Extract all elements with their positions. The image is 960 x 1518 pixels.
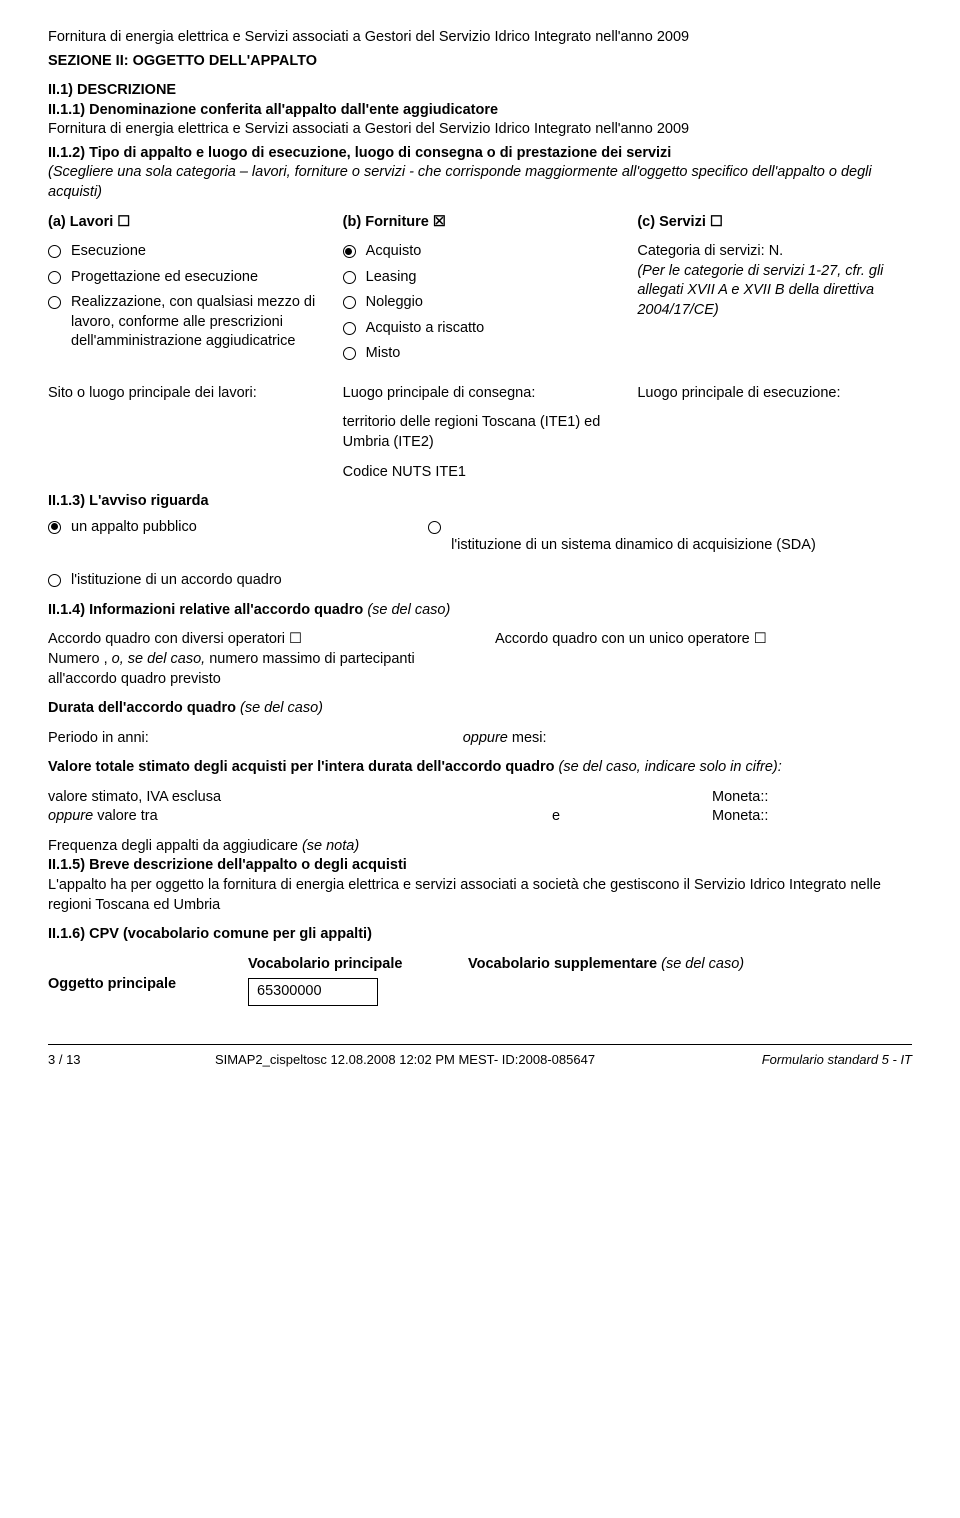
valore-stimato-row: valore stimato, IVA esclusa Moneta:: [48, 788, 912, 808]
col-servizi: (c) Servizi ☐ Categoria di servizi: N. (… [637, 213, 912, 370]
ii15-text: L'appalto ha per oggetto la fornitura di… [48, 876, 912, 915]
cpv-oggetto-label: Oggetto principale [48, 955, 248, 1006]
periodo-row: Periodo in anni: oppure mesi: [48, 729, 912, 749]
ii15-heading: II.1.5) Breve descrizione dell'appalto o… [48, 856, 912, 876]
opt-misto[interactable]: Misto [343, 344, 618, 364]
footer-right: Formulario standard 5 - IT [692, 1051, 912, 1069]
appalto-type-columns: (a) Lavori ☐ Esecuzione Progettazione ed… [48, 213, 912, 370]
periodo-mesi: oppure mesi: [463, 729, 547, 749]
radio-icon [48, 245, 61, 258]
opt-noleggio[interactable]: Noleggio [343, 293, 618, 313]
accordo-cols: Accordo quadro con diversi operatori ☐ N… [48, 630, 912, 689]
site-lavori: Sito o luogo principale dei lavori: [48, 384, 323, 482]
accordo-numero: Numero , o, se del caso, numero massimo … [48, 650, 465, 689]
servizi-cat: Categoria di servizi: N. [637, 242, 912, 262]
col-forniture: (b) Forniture ☒ Acquisto Leasing Noleggi… [343, 213, 618, 370]
ii1-heading: II.1) DESCRIZIONE [48, 81, 912, 101]
ii14-heading: II.1.4) Informazioni relative all'accord… [48, 601, 912, 621]
footer-mid: SIMAP2_cispeltosc 12.08.2008 12:02 PM ME… [118, 1051, 692, 1069]
radio-icon [48, 271, 61, 284]
opt-label: Esecuzione [71, 242, 146, 262]
opt-label: l'istituzione di un sistema dinamico di … [451, 536, 816, 556]
radio-icon [428, 521, 441, 534]
ii13-heading: II.1.3) L'avviso riguarda [48, 492, 912, 512]
footer-page: 3 / 13 [48, 1051, 118, 1069]
site-nuts: Codice NUTS ITE1 [343, 463, 618, 483]
accordo-unico: Accordo quadro con un unico operatore ☐ [495, 630, 912, 689]
doc-title: Fornitura di energia elettrica e Servizi… [48, 28, 912, 48]
radio-icon [343, 322, 356, 335]
radio-icon [343, 271, 356, 284]
ii12-heading: II.1.2) Tipo di appalto e luogo di esecu… [48, 144, 912, 164]
opt-label: Noleggio [366, 293, 423, 313]
opt-label: Progettazione ed esecuzione [71, 268, 258, 288]
radio-icon [343, 347, 356, 360]
site-esecuzione: Luogo principale di esecuzione: [637, 384, 912, 482]
ii12-subtext: (Scegliere una sola categoria – lavori, … [48, 163, 912, 202]
avviso-options: un appalto pubblico l'istituzione di un … [48, 518, 912, 562]
moneta-1: Moneta:: [712, 788, 912, 808]
valore-tra-row: oppure valore tra e Moneta:: [48, 807, 912, 827]
opt-label: Misto [366, 344, 401, 364]
site-row: Sito o luogo principale dei lavori: Luog… [48, 384, 912, 482]
page-footer: 3 / 13 SIMAP2_cispeltosc 12.08.2008 12:0… [48, 1044, 912, 1069]
periodo-anni: Periodo in anni: [48, 729, 463, 749]
radio-icon [343, 245, 356, 258]
moneta-2: Moneta:: [712, 807, 912, 827]
cpv-row: Oggetto principale Vocabolario principal… [48, 955, 912, 1006]
ii11-text: Fornitura di energia elettrica e Servizi… [48, 120, 912, 140]
site-consegna: Luogo principale di consegna: territorio… [343, 384, 618, 482]
opt-esecuzione[interactable]: Esecuzione [48, 242, 323, 262]
site-consegna-text: territorio delle regioni Toscana (ITE1) … [343, 413, 618, 452]
cpv-vp-head: Vocabolario principale [248, 955, 468, 975]
opt-riscatto[interactable]: Acquisto a riscatto [343, 319, 618, 339]
opt-acquisto[interactable]: Acquisto [343, 242, 618, 262]
site-consegna-label: Luogo principale di consegna: [343, 384, 618, 404]
valore-e: e [552, 807, 712, 827]
col-lavori-head: (a) Lavori ☐ [48, 213, 323, 233]
col-forniture-head: (b) Forniture ☒ [343, 213, 618, 233]
opt-sda[interactable]: l'istituzione di un sistema dinamico di … [428, 518, 912, 556]
opt-progettazione[interactable]: Progettazione ed esecuzione [48, 268, 323, 288]
opt-label: Realizzazione, con qualsiasi mezzo di la… [71, 293, 323, 352]
opt-leasing[interactable]: Leasing [343, 268, 618, 288]
opt-label: Acquisto a riscatto [366, 319, 484, 339]
ii16-heading: II.1.6) CPV (vocabolario comune per gli … [48, 925, 912, 945]
cpv-code-box: 65300000 [248, 978, 378, 1006]
opt-label: un appalto pubblico [71, 518, 197, 538]
radio-icon [48, 574, 61, 587]
section-heading: SEZIONE II: OGGETTO DELL'APPALTO [48, 52, 912, 72]
col-lavori: (a) Lavori ☐ Esecuzione Progettazione ed… [48, 213, 323, 370]
valore-tra: oppure valore tra [48, 807, 552, 827]
col-servizi-head: (c) Servizi ☐ [637, 213, 912, 233]
ii11-heading: II.1.1) Denominazione conferita all'appa… [48, 101, 912, 121]
opt-label: l'istituzione di un accordo quadro [71, 571, 282, 591]
valore-heading: Valore totale stimato degli acquisti per… [48, 758, 912, 778]
accordo-diversi: Accordo quadro con diversi operatori ☐ [48, 630, 465, 650]
valore-stimato: valore stimato, IVA esclusa [48, 788, 712, 808]
servizi-note: (Per le categorie di servizi 1-27, cfr. … [637, 262, 912, 321]
frequenza: Frequenza degli appalti da aggiudicare (… [48, 837, 912, 857]
opt-label: Acquisto [366, 242, 422, 262]
radio-icon [48, 296, 61, 309]
cpv-vs-head: Vocabolario supplementare (se del caso) [468, 955, 912, 1006]
durata-heading: Durata dell'accordo quadro (se del caso) [48, 699, 912, 719]
radio-icon [343, 296, 356, 309]
opt-realizzazione[interactable]: Realizzazione, con qualsiasi mezzo di la… [48, 293, 323, 352]
opt-appalto-pubblico[interactable]: un appalto pubblico [48, 518, 428, 538]
opt-label: Leasing [366, 268, 417, 288]
radio-icon [48, 521, 61, 534]
opt-accordo-quadro[interactable]: l'istituzione di un accordo quadro [48, 571, 912, 591]
